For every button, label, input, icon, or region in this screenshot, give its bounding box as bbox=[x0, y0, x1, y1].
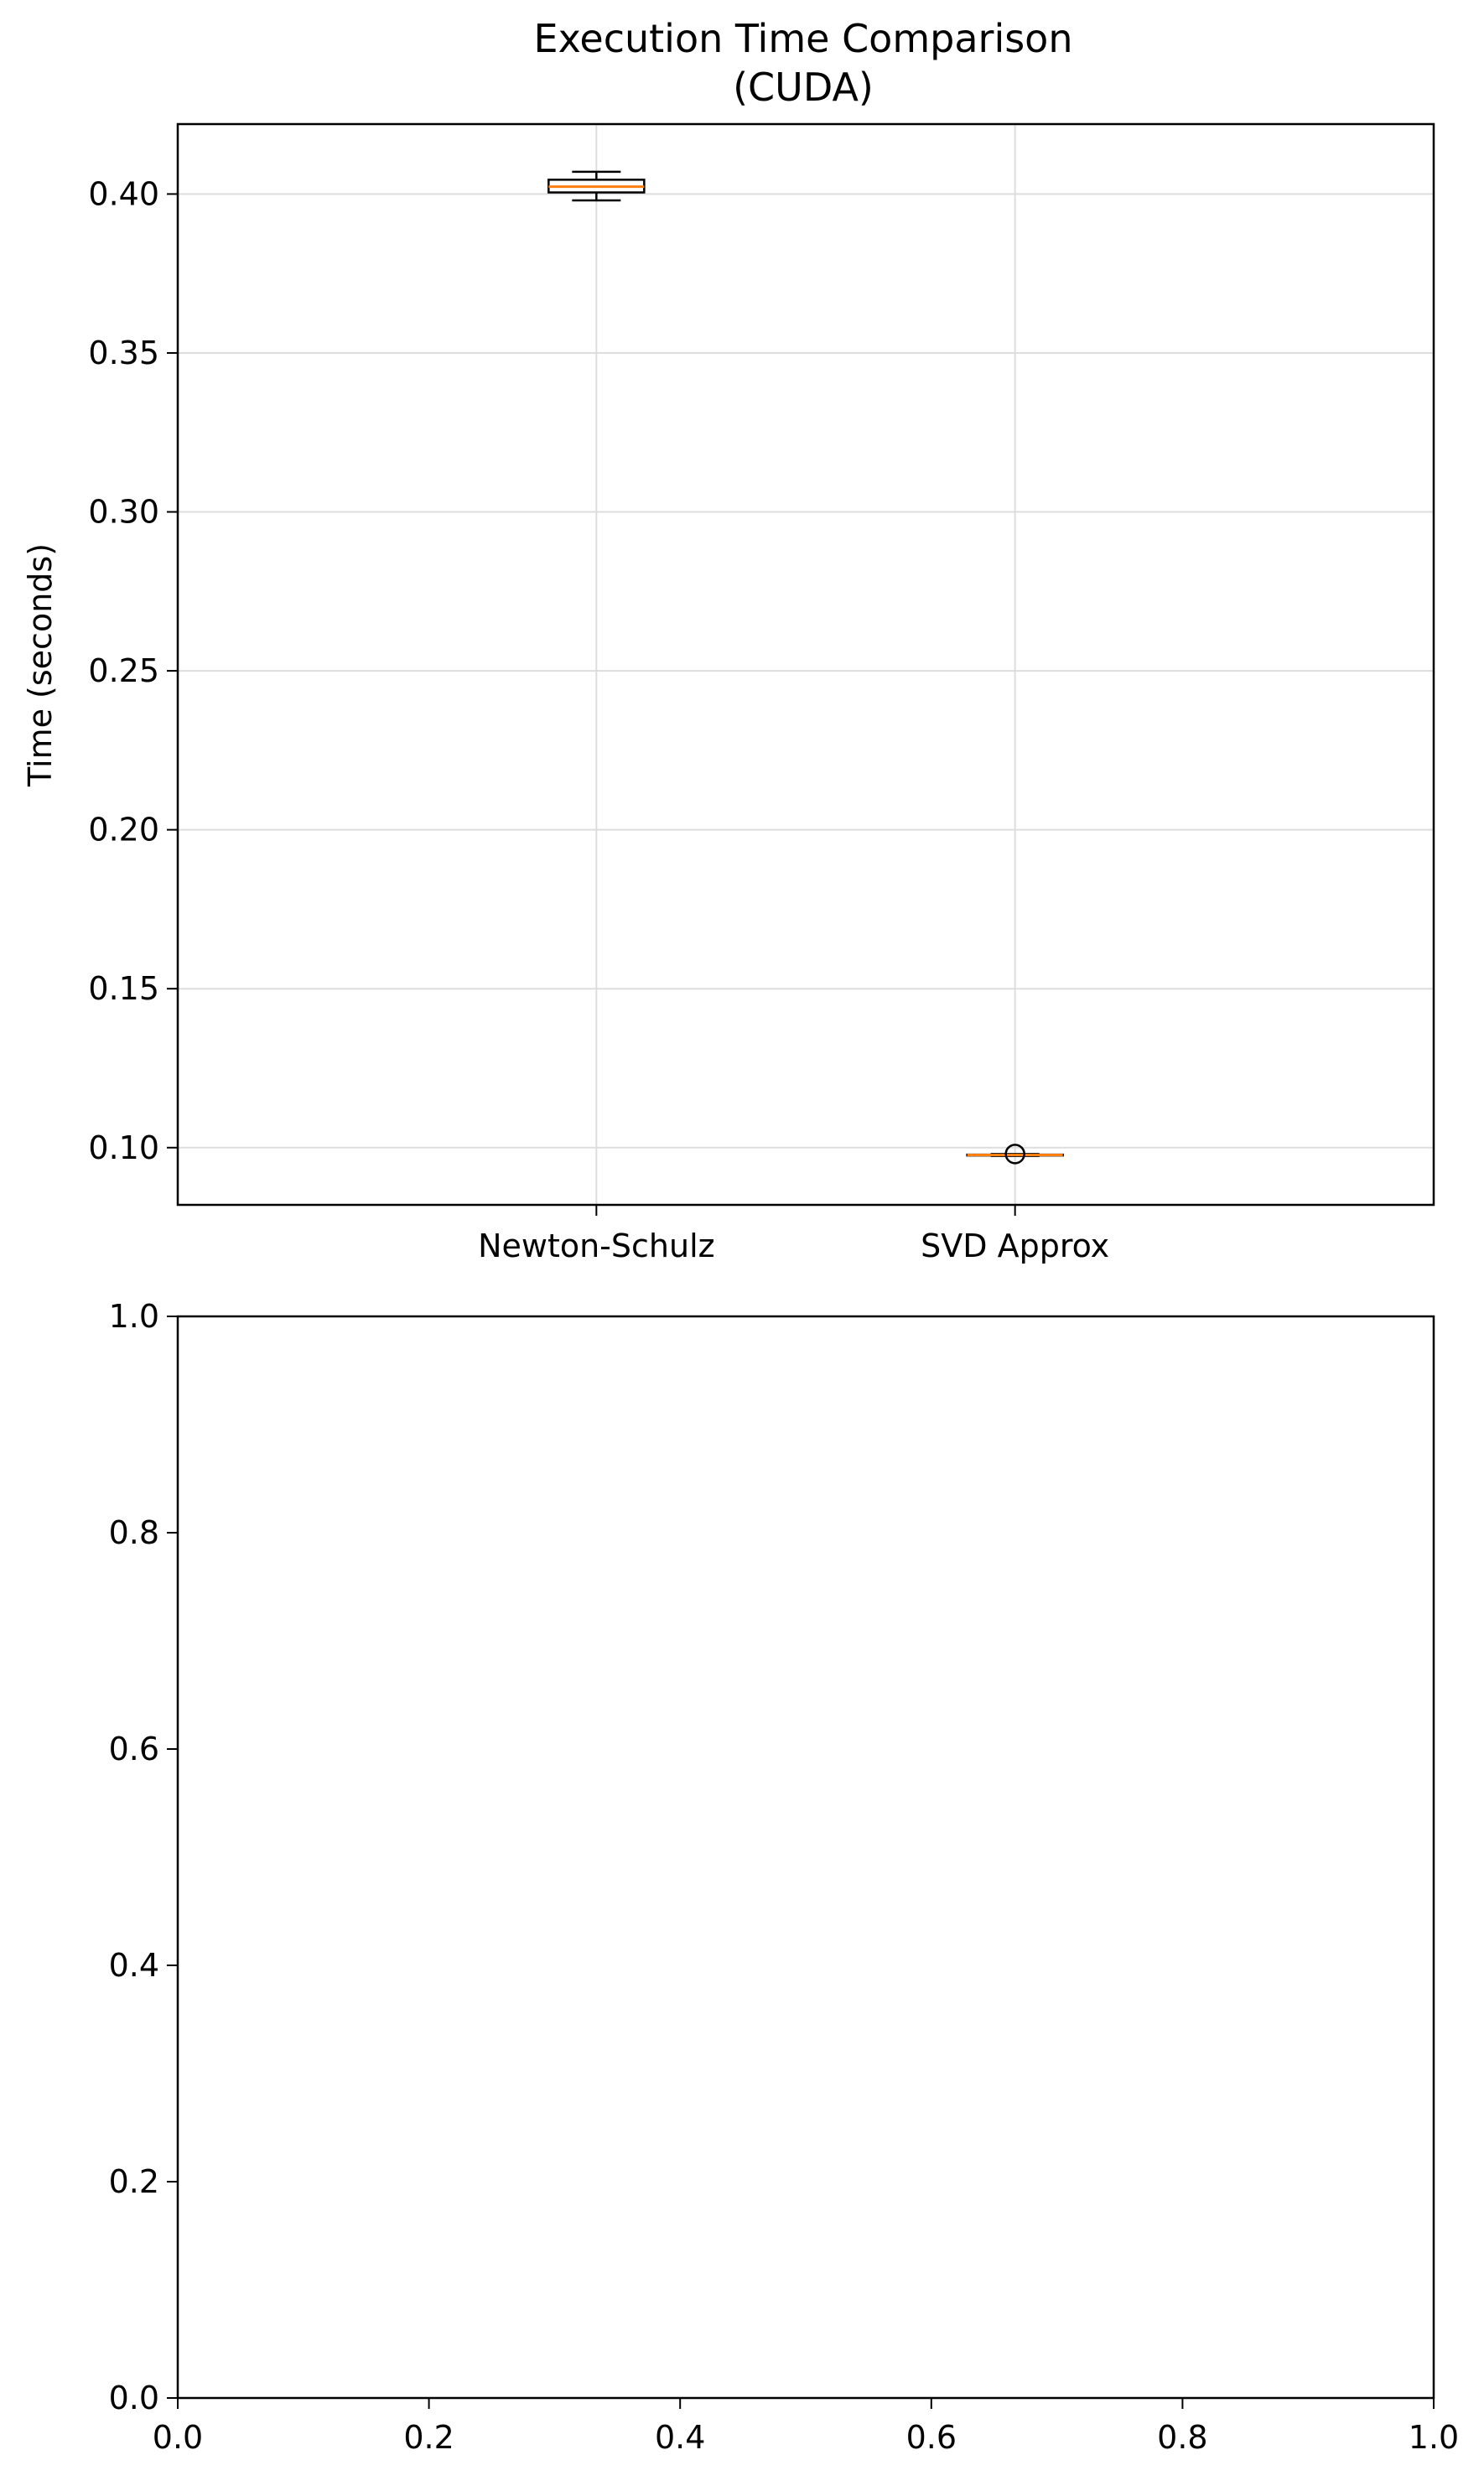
y-axis-ticks: 0.10 0.15 0.20 0.25 0.30 0.35 0.40 bbox=[88, 175, 178, 1166]
plot-area-frame bbox=[176, 122, 1435, 1207]
y-tick-label: 0.15 bbox=[88, 970, 159, 1007]
x-tick-label: 0.0 bbox=[153, 2419, 203, 2456]
grid-lines bbox=[178, 124, 1434, 1205]
x-tick-label: 1.0 bbox=[1409, 2419, 1459, 2456]
empty-plot-area-frame bbox=[176, 1315, 1435, 2400]
box-plot bbox=[547, 170, 646, 202]
box-plots bbox=[547, 170, 1064, 1165]
y-tick-label: 0.30 bbox=[88, 494, 159, 531]
y-tick-label: 0.2 bbox=[109, 2163, 159, 2200]
x-tick-label: Newton-Schulz bbox=[478, 1228, 715, 1264]
y-tick-label: 1.0 bbox=[109, 1298, 159, 1335]
y-tick-label: 0.0 bbox=[109, 2380, 159, 2416]
x-axis-ticks-bottom: 0.0 0.2 0.4 0.6 0.8 1.0 bbox=[153, 2398, 1459, 2456]
x-tick-label: 0.4 bbox=[655, 2419, 705, 2456]
bottom-subplot: 0.0 0.2 0.4 0.6 0.8 1.0 0.0 0.2 0.4 0.6 0.8 1.0 bbox=[109, 1298, 1460, 2456]
y-axis-ticks-bottom: 0.0 0.2 0.4 0.6 0.8 1.0 bbox=[109, 1298, 178, 2416]
x-tick-label: 0.6 bbox=[906, 2419, 957, 2456]
box-plot bbox=[966, 1144, 1064, 1165]
x-tick-label: SVD Approx bbox=[921, 1228, 1109, 1264]
y-tick-label: 0.8 bbox=[109, 1514, 159, 1551]
y-tick-label: 0.4 bbox=[109, 1947, 159, 1984]
outlier-point bbox=[1004, 1144, 1025, 1165]
y-tick-label: 0.10 bbox=[88, 1129, 159, 1166]
x-tick-label: 0.2 bbox=[403, 2419, 454, 2456]
top-subplot: Execution Time Comparison (CUDA) Time (s… bbox=[22, 16, 1435, 1264]
y-axis-label: Time (seconds) bbox=[22, 543, 59, 787]
y-tick-label: 0.40 bbox=[88, 175, 159, 212]
y-tick-label: 0.6 bbox=[109, 1731, 159, 1767]
y-tick-label: 0.25 bbox=[88, 652, 159, 689]
y-tick-label: 0.20 bbox=[88, 812, 159, 849]
chart-title-line-2: (CUDA) bbox=[733, 65, 874, 110]
x-axis-ticks: Newton-Schulz SVD Approx bbox=[478, 1205, 1109, 1264]
x-tick-label: 0.8 bbox=[1157, 2419, 1207, 2456]
chart-title-line-1: Execution Time Comparison bbox=[534, 16, 1073, 61]
y-tick-label: 0.35 bbox=[88, 335, 159, 371]
